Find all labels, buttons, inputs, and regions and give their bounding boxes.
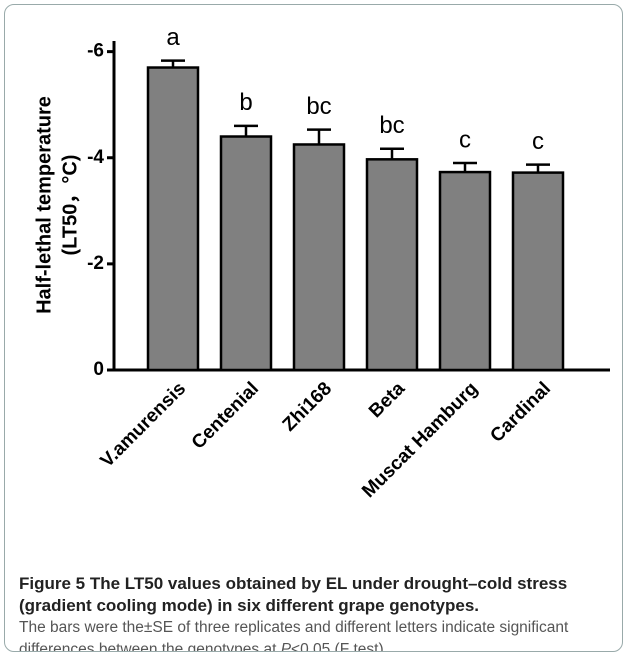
y-tick-label: -6 [87,41,104,62]
x-tick-label: Cardinal [486,378,555,447]
y-tick-label: -2 [87,253,104,274]
significance-letter: c [459,126,471,153]
bar [146,66,200,372]
figure-frame: 0 -2 -4 -6 Half-lethal temperature (LT50，°C) a… [4,4,623,652]
significance-letter: bc [379,112,404,139]
chart: 0 -2 -4 -6 Half-lethal temperature (LT50，°C) a… [33,24,610,502]
y-axis-label: (LT50，°C) [59,155,81,256]
bar [292,143,346,372]
y-tick-label: -4 [87,147,104,168]
note-text: The bars were the±SE of three replicates… [19,619,569,652]
bar [438,170,492,372]
bar [511,171,565,372]
y-axis-label: Half-lethal temperature [33,96,55,314]
x-tick-label: Zhi168 [279,378,336,435]
x-tick-label: V.amurensis [97,378,191,472]
x-tick-label: Centenial [188,378,263,453]
caption: Figure 5 The LT50 values obtained by EL … [19,573,619,652]
x-tick-label: Beta [365,378,409,422]
note-italic: P [280,641,292,652]
y-tick-label: 0 [93,359,104,380]
bar [219,135,273,372]
significance-letter: c [532,128,544,155]
note-text: <0.05 (F test). [291,641,388,652]
significance-letter: b [239,89,252,116]
caption-title: Figure 5 The LT50 values obtained by EL … [19,574,568,615]
bar [365,158,419,372]
caption-note: The bars were the±SE of three replicates… [19,617,619,652]
significance-letter: a [166,24,180,51]
significance-letter: bc [306,93,331,120]
